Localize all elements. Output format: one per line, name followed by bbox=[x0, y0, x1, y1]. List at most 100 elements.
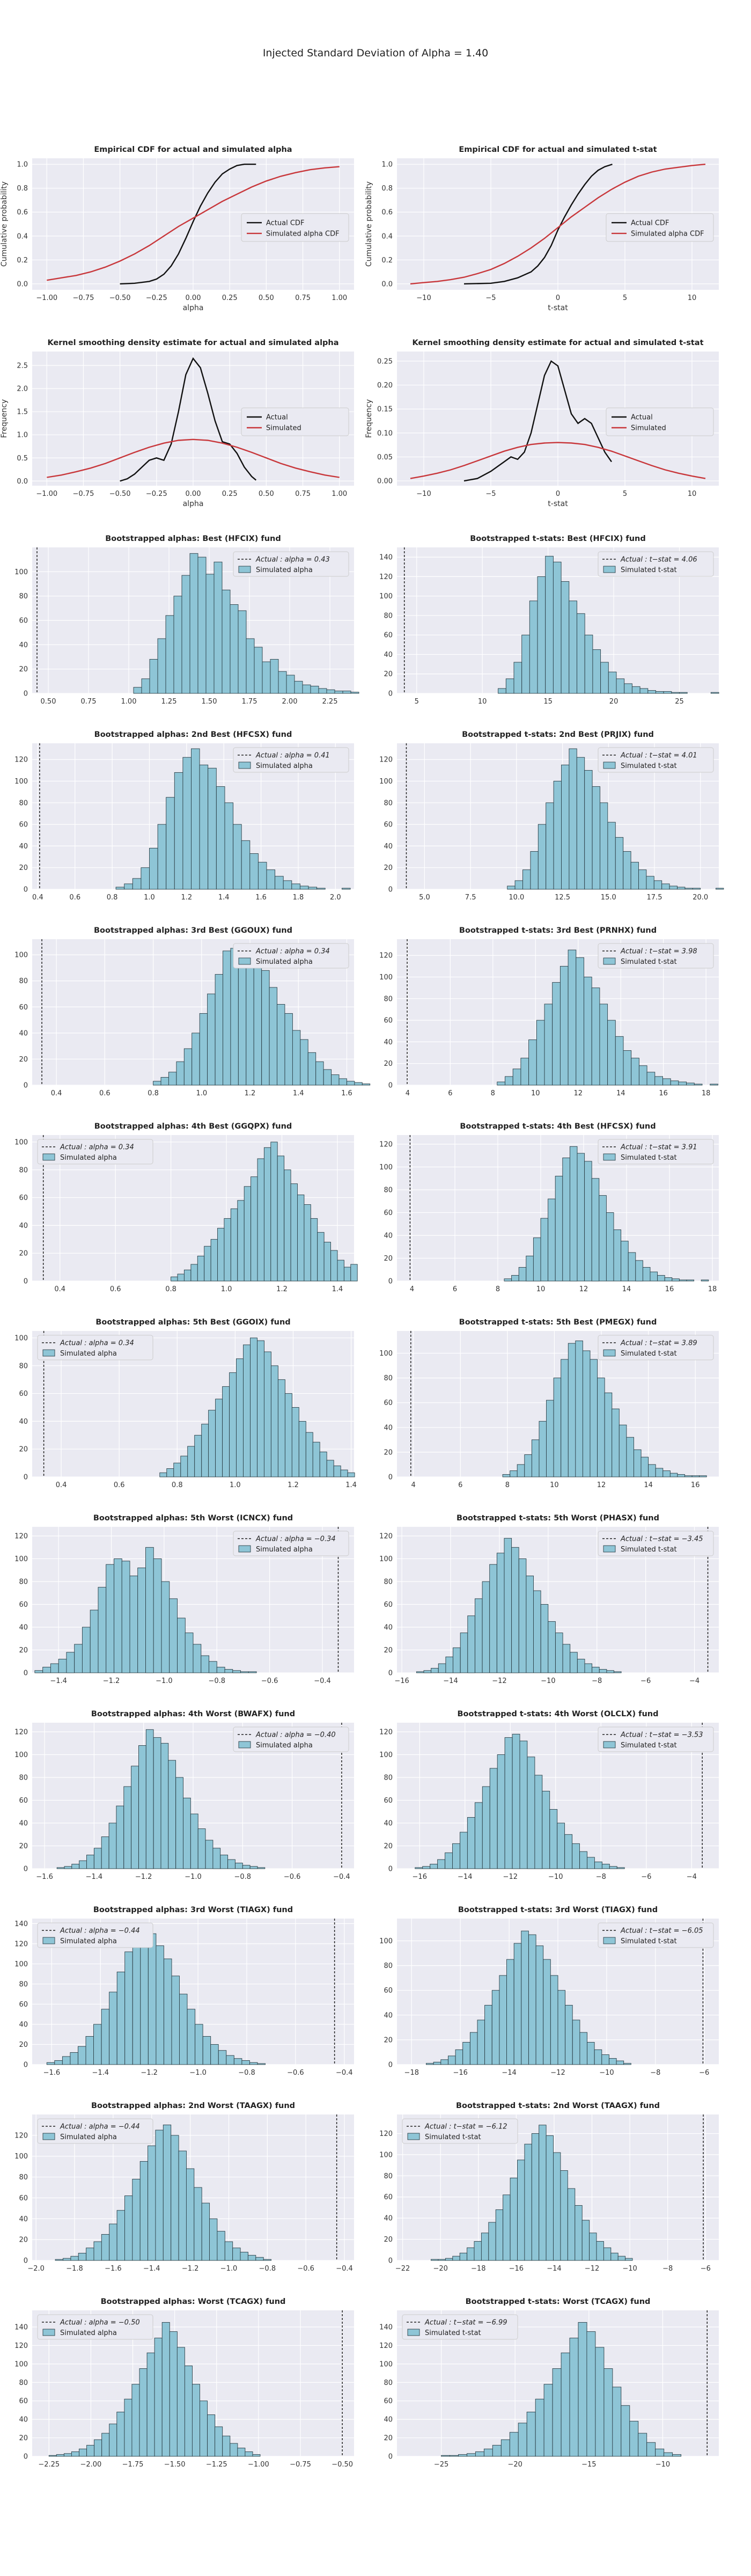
histogram-bar bbox=[510, 2177, 518, 2261]
series-line-1 bbox=[120, 357, 257, 482]
x-tick-label: 8 bbox=[496, 1285, 500, 1293]
y-tick-label: 120 bbox=[14, 1940, 28, 1948]
histogram-bar bbox=[169, 2331, 178, 2457]
chart-panel-7: 0.4 0.6 0.8 1.0 1.2 1.4 1.6 1.8 2.0 0 20 40 60 80 100 1… bbox=[14, 730, 354, 902]
chart-panel-1: −1.00 −0.75 −0.50 −0.25 0.00 0.25 0.50 0.75 1.00… bbox=[0, 145, 354, 312]
panel-title: Bootstrapped t-stats: 4th Best (HFCSX) f… bbox=[460, 1122, 656, 1131]
legend: Actual : t−stat = 3.98 Simulated t-stat bbox=[598, 943, 714, 969]
legend-simulated-swatch bbox=[42, 1349, 55, 1357]
histogram-bar bbox=[623, 851, 631, 890]
legend-simulated-swatch bbox=[603, 566, 616, 573]
panel-title: Empirical CDF for actual and simulated a… bbox=[94, 145, 292, 154]
histogram-bar bbox=[224, 802, 234, 890]
histogram-bar bbox=[247, 2255, 256, 2261]
histogram-bar bbox=[511, 1547, 519, 1673]
histogram-bar bbox=[640, 1457, 649, 1477]
x-tick-label: 0.4 bbox=[54, 1285, 65, 1293]
histogram-bar bbox=[536, 1020, 545, 1086]
histogram-bar bbox=[671, 692, 680, 694]
histogram-bar bbox=[209, 1661, 217, 1673]
histogram-bar bbox=[323, 1069, 332, 1086]
x-tick-label: 10 bbox=[550, 1481, 559, 1489]
y-tick-label: 100 bbox=[379, 974, 393, 982]
histogram-bar bbox=[55, 2259, 63, 2261]
histogram-bar bbox=[584, 1161, 592, 1282]
x-tick-label: 20 bbox=[609, 698, 619, 706]
y-tick-label: 40 bbox=[384, 651, 393, 659]
histogram-bar bbox=[504, 1278, 512, 1282]
y-tick-label: 0.2 bbox=[17, 257, 28, 265]
legend: Actual : t−stat = −3.45 Simulated t-stat bbox=[598, 1531, 714, 1556]
legend-simulated-label: Simulated alpha bbox=[256, 762, 313, 770]
histogram-bar bbox=[453, 1647, 461, 1673]
legend-simulated-label: Simulated alpha bbox=[60, 1937, 117, 1945]
histogram-bar bbox=[148, 2145, 156, 2261]
histogram-bar bbox=[692, 888, 701, 890]
histogram-bar bbox=[186, 2168, 195, 2261]
x-tick-label: −1.2 bbox=[103, 1677, 120, 1685]
histogram-bar bbox=[145, 1729, 154, 1869]
histogram-bar bbox=[222, 2435, 231, 2457]
histogram-bar bbox=[294, 680, 303, 694]
histogram-bar bbox=[257, 1340, 264, 1477]
histogram-bar bbox=[197, 1828, 206, 1869]
histogram-bar bbox=[526, 1255, 534, 1282]
histogram-bar bbox=[592, 649, 601, 694]
x-tick-label: 0.4 bbox=[56, 1481, 67, 1489]
legend-simulated-swatch bbox=[238, 762, 251, 769]
histogram-bar bbox=[261, 970, 270, 1086]
histogram-bar bbox=[190, 1264, 198, 1282]
histogram-bar bbox=[614, 1671, 622, 1673]
y-tick-label: 40 bbox=[384, 843, 393, 851]
histogram-bar bbox=[506, 1959, 514, 2065]
histogram-bar bbox=[132, 2179, 141, 2261]
y-tick-label: 80 bbox=[19, 2379, 28, 2387]
histogram-bar bbox=[568, 949, 577, 1086]
histogram-bar bbox=[179, 1994, 188, 2065]
histogram-bar bbox=[238, 961, 247, 1086]
chart-panel-3: −1.00 −0.75 −0.50 −0.25 0.00 0.25 0.50 0.75 1.00… bbox=[0, 339, 354, 508]
histogram-bar bbox=[445, 1656, 453, 1673]
chart-panel-22: −22 −20 −18 −16 −14 −12 −10 −8 −6 0 20 40 60 80 100 120… bbox=[379, 2102, 719, 2273]
histogram-bar bbox=[653, 880, 662, 890]
histogram-bar bbox=[183, 1797, 191, 1869]
x-tick-label: −20 bbox=[433, 2265, 447, 2273]
x-tick-label: −0.8 bbox=[234, 1873, 252, 1881]
histogram-bar bbox=[161, 2322, 170, 2457]
legend-simulated-swatch bbox=[238, 1545, 251, 1553]
histogram-bar bbox=[475, 1598, 483, 1673]
x-tick-label: −12 bbox=[550, 2069, 565, 2077]
x-tick-label: −2.00 bbox=[80, 2461, 101, 2469]
histogram-bar bbox=[199, 1013, 208, 1086]
histogram-bar bbox=[584, 1663, 593, 1673]
histogram-bar bbox=[710, 1084, 718, 1086]
histogram-bar bbox=[254, 647, 263, 694]
y-tick-label: 80 bbox=[384, 1774, 393, 1782]
panel-title: Bootstrapped t-stats: Worst (TCAGX) fund bbox=[466, 2297, 651, 2306]
histogram-bar bbox=[109, 1992, 117, 2065]
histogram-bar bbox=[646, 2442, 656, 2457]
histogram-bar bbox=[71, 1864, 80, 1869]
histogram-bar bbox=[550, 1975, 558, 2065]
legend: Actual : alpha = 0.34 Simulated alpha bbox=[37, 1335, 153, 1360]
x-tick-label: 0.8 bbox=[107, 894, 118, 902]
histogram-bar bbox=[499, 1975, 507, 2065]
histogram-bar bbox=[519, 1740, 528, 1869]
histogram-bar bbox=[631, 1058, 639, 1086]
histogram-bar bbox=[241, 2060, 250, 2065]
histogram-bar bbox=[114, 1558, 122, 1673]
y-tick-label: 20 bbox=[384, 2434, 393, 2442]
histogram-bar bbox=[132, 878, 142, 890]
legend-box bbox=[598, 1922, 714, 1948]
x-tick-label: 1.2 bbox=[181, 894, 193, 902]
legend: Actual : alpha = 0.34 Simulated alpha bbox=[37, 1139, 153, 1165]
y-tick-label: 60 bbox=[19, 821, 28, 829]
histogram-bar bbox=[217, 2231, 225, 2261]
x-tick-label: 0.50 bbox=[259, 490, 274, 498]
histogram-bar bbox=[662, 1078, 671, 1086]
x-tick-label: 1.25 bbox=[161, 698, 177, 706]
legend-actual-label: Actual : alpha = −0.44 bbox=[60, 1927, 140, 1935]
x-tick-label: 5 bbox=[623, 294, 627, 302]
histogram-bar bbox=[98, 1587, 107, 1673]
legend-simulated-swatch bbox=[407, 2133, 420, 2140]
